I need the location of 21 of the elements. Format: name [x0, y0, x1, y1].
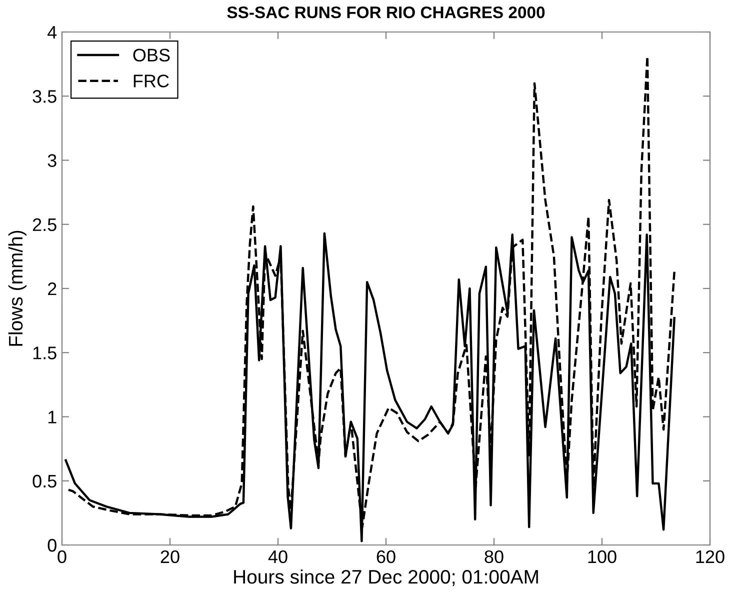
y-tick-label: 1 — [48, 410, 56, 424]
y-tick-label: 4 — [48, 26, 57, 39]
x-tick-label: 80 — [484, 550, 504, 564]
y-tick-label: 2 — [48, 282, 56, 296]
x-tick-label: 20 — [160, 550, 180, 564]
y-tick-label: 0 — [48, 538, 56, 552]
y-tick-label: 2.5 — [32, 218, 56, 232]
chart-title: SS-SAC RUNS FOR RIO CHAGRES 2000 — [227, 6, 545, 18]
y-tick-label: 3.5 — [32, 90, 56, 103]
legend-label: OBS — [133, 48, 170, 62]
y-tick-label: 3 — [48, 154, 56, 167]
legend-label: FRC — [134, 74, 169, 88]
y-tick-label: 0.5 — [32, 474, 56, 488]
y-axis-title: Flows (mm/h) — [8, 230, 26, 346]
x-axis-title: Hours since 27 Dec 2000; 01:00AM — [234, 569, 538, 586]
x-tick-label: 100 — [588, 550, 616, 564]
x-tick-label: 0 — [58, 550, 66, 564]
x-tick-label: 40 — [268, 550, 288, 564]
x-tick-label: 60 — [376, 550, 396, 564]
x-tick-label: 120 — [696, 550, 724, 564]
y-tick-label: 1.5 — [33, 346, 56, 360]
